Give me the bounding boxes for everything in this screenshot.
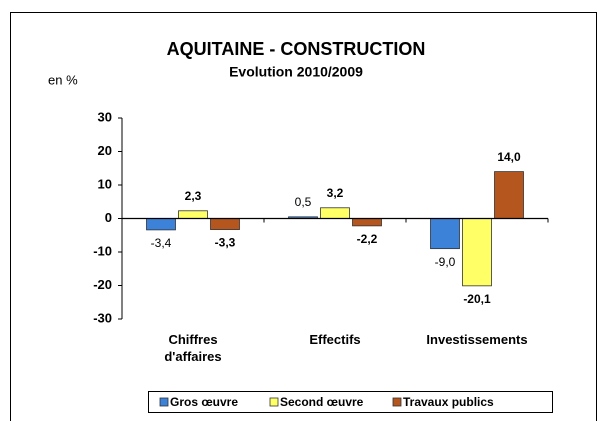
x-tick-label: Chiffres d'affaires [164, 332, 221, 364]
legend-label: Travaux publics [403, 395, 494, 409]
y-tick-label: -20 [93, 277, 112, 292]
bar [178, 210, 208, 219]
bar [210, 218, 240, 230]
value-label: -3,4 [151, 236, 172, 250]
bar [352, 218, 382, 227]
y-tick-label: 20 [98, 143, 112, 158]
legend-box [148, 391, 553, 413]
value-label: 2,3 [185, 189, 202, 203]
value-label: -3,3 [215, 236, 236, 250]
y-tick-label: 30 [98, 109, 112, 124]
value-label: -9,0 [435, 255, 456, 269]
bar [320, 207, 350, 219]
bar [430, 218, 460, 250]
chart-subtitle: Evolution 2010/2009 [229, 64, 363, 80]
y-axis-label: en % [48, 72, 78, 87]
bar [146, 218, 176, 231]
value-label: 3,2 [327, 186, 344, 200]
bar [462, 218, 492, 287]
legend-swatch [159, 397, 169, 407]
legend-swatch [269, 397, 279, 407]
value-label: 14,0 [497, 150, 521, 164]
legend-swatch [392, 397, 402, 407]
value-label: 0,5 [295, 195, 312, 209]
bar [494, 171, 524, 219]
value-label: -2,2 [357, 232, 378, 246]
x-tick-label: Investissements [426, 332, 527, 347]
value-label: -20,1 [463, 292, 491, 306]
y-tick-label: 0 [105, 210, 112, 225]
legend-label: Second œuvre [280, 395, 364, 409]
y-tick-label: 10 [98, 176, 112, 191]
y-tick-label: -10 [93, 243, 112, 258]
chart-title: AQUITAINE - CONSTRUCTION [167, 39, 426, 59]
x-tick-label: Effectifs [309, 332, 360, 347]
y-tick-label: -30 [93, 310, 112, 325]
legend-label: Gros œuvre [170, 395, 238, 409]
